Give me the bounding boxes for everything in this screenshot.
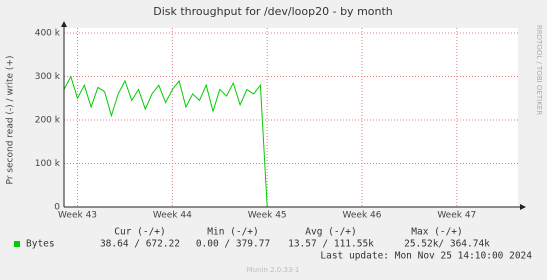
legend-swatch (14, 241, 20, 247)
y-arrow (61, 21, 67, 27)
stats-header: Avg (-/+) (305, 227, 356, 238)
y-tick-label: 400 k (35, 29, 61, 39)
stats-header: Cur (-/+) (114, 227, 165, 238)
y-tick-label: 200 k (35, 116, 61, 126)
x-tick-label: Week 43 (58, 211, 97, 221)
footer: Munin 2.0.33-1 (247, 266, 300, 274)
stats-value: 25.52k/ 364.74k (404, 239, 490, 250)
plot-area (64, 28, 518, 207)
stats-value: 38.64 / 672.22 (100, 239, 180, 250)
y-tick-label: 100 k (35, 159, 61, 169)
x-tick-label: Week 47 (437, 211, 476, 221)
last-update: Last update: Mon Nov 25 14:10:00 2024 (320, 251, 532, 262)
side-label: RRDTOOL / TOBI OETIKER (535, 25, 543, 115)
y-axis-label: Pr second read (-) / write (+) (6, 56, 16, 185)
stats-header: Max (-/+) (411, 227, 462, 238)
y-tick-label: 0 (54, 203, 60, 213)
stats-value: 13.57 / 111.55k (288, 239, 374, 250)
stats-row-label: Bytes (26, 239, 55, 250)
x-arrow (520, 204, 526, 210)
stats-table: Cur (-/+) Min (-/+) Avg (-/+) Max (-/+) Byte… (14, 227, 490, 250)
chart-title: Disk throughput for /dev/loop20 - by mon… (153, 5, 393, 18)
y-tick-label: 300 k (35, 72, 61, 82)
stats-header: Min (-/+) (207, 227, 258, 238)
x-tick-label: Week 45 (248, 211, 287, 221)
x-tick-label: Week 46 (343, 211, 382, 221)
stats-value: 0.00 / 379.77 (196, 239, 270, 250)
x-tick-label: Week 44 (153, 211, 192, 221)
